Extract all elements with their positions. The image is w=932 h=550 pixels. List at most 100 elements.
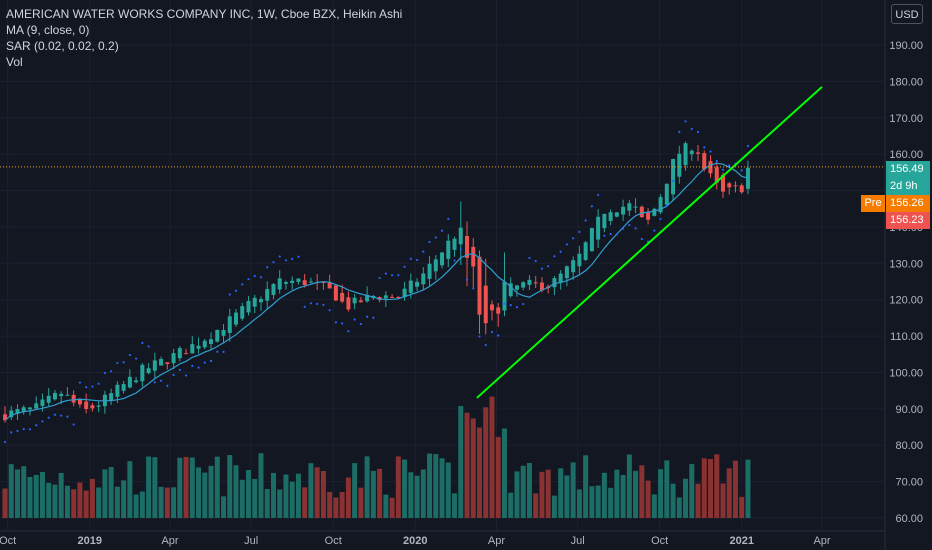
- sar-dot: [472, 287, 475, 290]
- sar-dot: [640, 237, 643, 241]
- volume-bar: [558, 468, 564, 518]
- volume-bar: [714, 454, 720, 518]
- candle-body: [71, 394, 76, 403]
- sar-dot: [16, 429, 19, 433]
- volume-bar: [377, 468, 383, 518]
- sar-dot: [147, 345, 150, 348]
- candle-body: [745, 167, 750, 189]
- sar-dot: [135, 357, 138, 360]
- volume-bar: [433, 454, 439, 518]
- volume-bar: [402, 459, 408, 518]
- legend-vol: Vol: [6, 55, 23, 69]
- sar-dot: [128, 353, 131, 357]
- candle-body: [296, 278, 301, 282]
- candle-body: [452, 238, 457, 250]
- volume-bar: [333, 497, 339, 518]
- candle-body: [302, 280, 307, 285]
- candle-body: [714, 167, 719, 183]
- legend-title: AMERICAN WATER WORKS COMPANY INC, 1W, Cb…: [6, 7, 403, 21]
- x-tick-label: Apr: [161, 535, 178, 547]
- volume-bar: [133, 494, 139, 518]
- candle-body: [77, 398, 82, 405]
- volume-bar: [639, 465, 645, 518]
- sar-dot: [253, 274, 256, 278]
- candle-body: [234, 312, 239, 325]
- volume-bar: [420, 469, 426, 518]
- candle-body: [614, 212, 619, 217]
- sar-dot: [328, 309, 331, 312]
- sar-dot: [628, 223, 631, 227]
- currency-button[interactable]: USD: [891, 4, 923, 24]
- candle-body: [720, 175, 725, 192]
- candle-body: [433, 259, 438, 272]
- y-tick-label: 120.00: [889, 295, 923, 307]
- volume-bar: [27, 476, 33, 518]
- x-tick-label: 2021: [729, 535, 753, 547]
- volume-bar: [21, 466, 27, 518]
- candle-body: [514, 285, 519, 290]
- volume-bar: [526, 463, 532, 518]
- sar-dot: [403, 265, 406, 268]
- volume-bar: [171, 487, 177, 518]
- sar-dot: [191, 364, 194, 368]
- volume-bar: [352, 463, 358, 518]
- volume-bar: [302, 487, 308, 518]
- volume-bar: [545, 469, 551, 518]
- volume-bar: [445, 462, 451, 518]
- sar-dot: [178, 368, 181, 372]
- candle-body: [3, 414, 7, 421]
- volume-bar: [320, 470, 326, 518]
- candle-body: [140, 364, 145, 382]
- countdown-tag: 2d 9h: [886, 178, 930, 195]
- sar-dot: [609, 232, 612, 236]
- candle-body: [327, 282, 332, 289]
- sar-dot: [453, 259, 456, 262]
- candle-body: [664, 183, 669, 205]
- volume-bar: [645, 480, 651, 518]
- volume-bar: [732, 460, 738, 518]
- sar-dot: [85, 386, 88, 389]
- sar-dot: [390, 274, 394, 277]
- candle-body: [627, 203, 632, 211]
- candle-body: [533, 282, 538, 284]
- sar-dot: [528, 256, 531, 260]
- sar-dot: [122, 361, 125, 364]
- sar-dot: [459, 248, 462, 251]
- volume-bar: [146, 456, 152, 518]
- sar-dots: [3, 120, 750, 444]
- sar-dot: [603, 234, 606, 237]
- sar-dot: [234, 289, 238, 292]
- sar-dot: [278, 255, 281, 258]
- candle-body: [258, 299, 263, 303]
- volume-bar: [595, 485, 601, 518]
- sar-dot: [10, 431, 13, 434]
- sar-dot: [22, 427, 25, 431]
- x-tick-label: 2020: [403, 535, 427, 547]
- sar-dot: [709, 150, 712, 153]
- sar-dot: [634, 227, 637, 230]
- candle-body: [40, 399, 45, 406]
- overlay: [0, 86, 885, 399]
- trendline[interactable]: [476, 86, 823, 399]
- volume-bar: [383, 494, 389, 518]
- x-tick-label: 2019: [77, 535, 101, 547]
- volume-bar: [208, 465, 214, 518]
- sar-dot: [653, 229, 656, 232]
- volume-bar: [14, 469, 20, 518]
- volume-bar: [564, 475, 570, 518]
- candle-body: [702, 153, 707, 170]
- sar-dot: [428, 240, 431, 244]
- sar-dot: [547, 265, 550, 268]
- x-tick-label: Apr: [488, 535, 505, 547]
- sar-dot: [259, 276, 263, 279]
- volume-bar: [508, 492, 514, 518]
- candle-body: [440, 252, 445, 266]
- sar-dot: [503, 302, 506, 305]
- sar-dot: [272, 261, 275, 264]
- volume-bar: [664, 460, 670, 518]
- volume-bar: [308, 463, 314, 518]
- volume-bar: [695, 483, 701, 518]
- candle-body: [90, 405, 95, 409]
- sar-dot: [297, 255, 300, 258]
